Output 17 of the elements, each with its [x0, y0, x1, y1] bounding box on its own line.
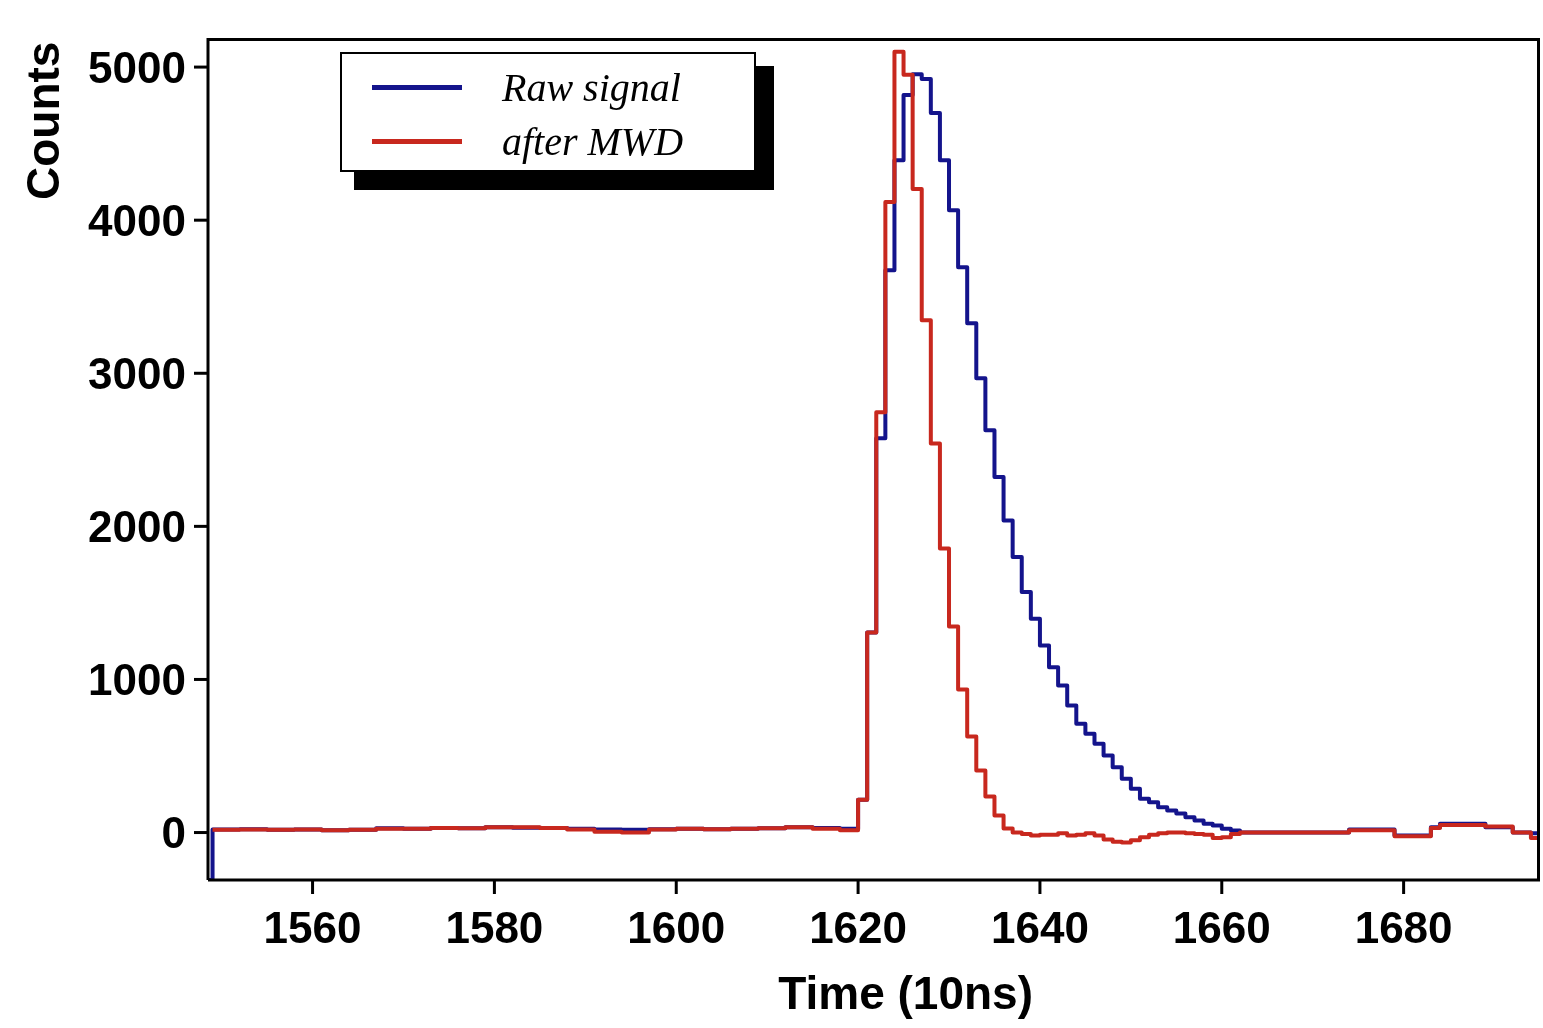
y-tick-label: 1000: [88, 655, 186, 705]
y-axis-title: Counts: [16, 41, 70, 200]
y-tick-label: 3000: [88, 348, 186, 398]
x-tick-label: 1600: [627, 903, 726, 953]
x-tick-label: 1620: [809, 903, 908, 953]
x-tick-label: 1580: [445, 903, 544, 953]
x-axis-title: Time (10ns): [777, 966, 1034, 1020]
legend-label: after MWD: [502, 117, 684, 165]
x-tick-label: 1680: [1354, 903, 1453, 953]
y-tick-label: 5000: [88, 42, 186, 92]
x-tick-label: 1560: [263, 903, 362, 953]
y-tick-label: 2000: [88, 501, 186, 551]
legend-label: Raw signal: [502, 63, 681, 111]
y-tick-label: 0: [161, 808, 186, 858]
x-tick-label: 1660: [1172, 903, 1271, 953]
x-tick-label: 1640: [990, 903, 1089, 953]
y-tick-label: 4000: [88, 195, 186, 245]
